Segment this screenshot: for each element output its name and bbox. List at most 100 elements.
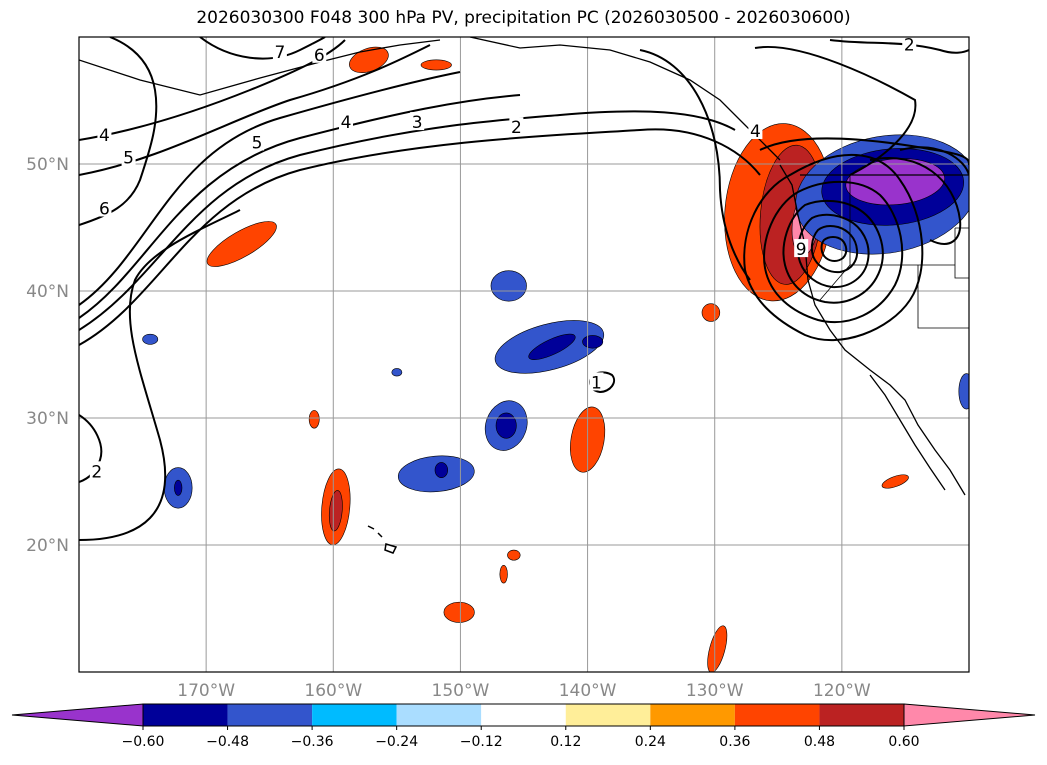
contour-label-2: 4 — [99, 126, 110, 146]
precip-blob-21 — [308, 410, 320, 429]
lat-label-3: 50°N — [26, 155, 69, 175]
contour-label-bg-12 — [89, 461, 104, 480]
longitude-labels: 170°W 160°W 150°W 140°W 130°W 120°W — [177, 681, 871, 701]
colorbar-box-1 — [227, 704, 313, 726]
gridlines — [79, 37, 969, 672]
precip-blob-6 — [328, 490, 343, 532]
precip-blob-20 — [701, 303, 721, 322]
pv-contour-low-2 — [763, 180, 904, 324]
colorbar-box-0 — [143, 704, 228, 726]
pv-contour-low-outer — [759, 137, 969, 166]
contour-label-4: 5 — [252, 133, 263, 153]
precip-blob-14 — [490, 270, 527, 302]
pv-contour-east-1 — [869, 157, 962, 245]
precip-blob-10 — [495, 412, 517, 439]
colorbar-box-3 — [396, 704, 482, 726]
colorbar-outline — [142, 703, 905, 727]
state-lines — [819, 175, 969, 329]
contour-label-bg-11 — [589, 372, 604, 391]
precip-blob-4 — [174, 479, 183, 496]
pv-contour-jet-5 — [79, 44, 431, 176]
precip-blob-8 — [434, 462, 449, 478]
contour-label-1: 6 — [314, 46, 325, 66]
colorbar-extend-high — [903, 703, 1036, 727]
precip-blob-19 — [707, 625, 728, 672]
colorbar-tick-label-2: −0.36 — [291, 734, 334, 750]
pv-contour-low-5 — [810, 225, 859, 274]
pv-contour-east-2 — [899, 146, 969, 176]
pv-contour-upper-2 — [199, 37, 326, 60]
precip-blob-16 — [443, 601, 475, 623]
contour-label-bg-1 — [312, 44, 327, 63]
pv-contour-upper-right — [829, 39, 969, 54]
colorbar-box-8 — [819, 704, 904, 726]
precip-blob-24 — [391, 368, 403, 377]
precip-blob-2 — [420, 59, 452, 71]
contour-label-5: 4 — [341, 113, 352, 133]
lat-label-1: 30°N — [26, 409, 69, 429]
colorbar-tick-label-3: −0.24 — [375, 734, 418, 750]
lon-label-4: 130°W — [686, 681, 744, 701]
lon-label-1: 160°W — [304, 681, 362, 701]
pv-contour-jet-2 — [79, 110, 736, 331]
hawaii-islands — [367, 525, 398, 554]
pv-contour-jet-1 — [79, 128, 761, 346]
contour-label-12: 2 — [91, 462, 102, 482]
precip-blob-23 — [142, 333, 159, 345]
pv-contour-low-4 — [797, 213, 870, 289]
precip-blob-22 — [881, 474, 909, 489]
colorbar-box-2 — [312, 704, 397, 726]
lat-label-0: 20°N — [26, 536, 69, 556]
contour-label-bg-2 — [97, 124, 112, 143]
contour-label-9: 4 — [750, 122, 761, 142]
lon-label-2: 150°W — [432, 681, 490, 701]
pv-contour-ridge — [639, 49, 751, 281]
precip-blob-31 — [958, 373, 969, 410]
lat-label-2: 40°N — [26, 282, 69, 302]
colorbar-extend-low — [11, 703, 144, 727]
contour-label-bg-9 — [748, 120, 763, 139]
colorbar-tick-label-6: 0.24 — [635, 734, 666, 750]
lon-label-3: 140°W — [559, 681, 617, 701]
pv-contour-northeast — [754, 45, 917, 176]
contour-label-10: 2 — [904, 36, 915, 56]
precip-blob-18 — [499, 565, 508, 584]
map-frame — [78, 36, 970, 673]
latitude-labels: 20°N 30°N 40°N 50°N — [26, 155, 69, 556]
pv-contour-low-6 — [820, 236, 848, 262]
colorbar-tick-label-0: −0.60 — [122, 734, 165, 750]
lon-label-5: 120°W — [813, 681, 871, 701]
pv-contour-jet-3 — [79, 94, 521, 319]
colorbar-tick-label-9: 0.60 — [888, 734, 919, 750]
pv-contour-low-1 — [743, 154, 924, 342]
pv-contour-west — [79, 414, 103, 483]
contour-label-bg-13 — [794, 239, 809, 258]
colorbar-box-7 — [734, 704, 820, 726]
lon-label-0: 170°W — [177, 681, 235, 701]
contour-label-bg-3 — [121, 147, 136, 166]
colorbar-tick-label-8: 0.48 — [804, 734, 835, 750]
contour-label-bg-0 — [272, 42, 287, 61]
contour-label-bg-7 — [509, 117, 524, 136]
colorbar-tick-label-1: −0.48 — [206, 734, 249, 750]
contour-label-bg-5 — [339, 112, 353, 131]
contour-label-0: 7 — [274, 43, 285, 63]
colorbar-box-6 — [650, 704, 735, 726]
contour-label-13: 9 — [796, 240, 807, 260]
precip-blob-13 — [582, 335, 604, 349]
pv-contour-upper-1 — [79, 37, 158, 226]
contour-label-bg-8 — [97, 198, 112, 217]
pv-contour-trough — [79, 209, 241, 541]
precip-blob-17 — [507, 549, 521, 561]
contour-label-6: 3 — [412, 113, 423, 133]
contour-label-11: 1 — [591, 373, 602, 393]
colorbar-box-5 — [565, 704, 651, 726]
colorbar: −0.60 −0.48 −0.36 −0.24 −0.12 0.12 0.24 0.36 0.4… — [11, 703, 1036, 750]
baja-coast — [869, 374, 946, 491]
precip-blob-0 — [206, 221, 277, 267]
colorbar-tick-label-7: 0.36 — [719, 734, 750, 750]
contour-label-bg-6 — [410, 112, 425, 131]
pv-contour-low-3 — [782, 199, 884, 304]
